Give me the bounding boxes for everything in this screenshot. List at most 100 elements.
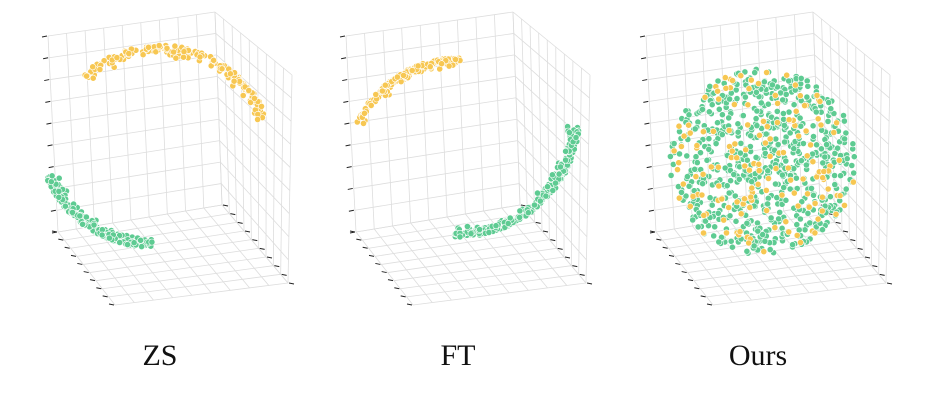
- scatter-point: [714, 119, 721, 127]
- chart-panel-zs: ZS: [10, 0, 310, 400]
- scatter-point: [731, 101, 738, 108]
- scatter-point: [394, 73, 401, 81]
- scatter-point: [196, 53, 204, 61]
- scatter-point: [548, 171, 556, 179]
- scatter-point: [768, 81, 776, 89]
- scatter-point: [711, 223, 719, 231]
- scatter-point: [125, 50, 133, 57]
- scatter-point: [531, 201, 538, 209]
- scatter-point: [689, 216, 697, 224]
- scatter-point: [698, 191, 706, 199]
- scatter-point: [809, 158, 817, 166]
- scatter-point: [675, 159, 683, 167]
- chart-plot-zs: [41, 11, 295, 306]
- scatter-point: [47, 178, 55, 186]
- scatter-point: [840, 117, 848, 125]
- scatter-point: [152, 48, 160, 56]
- scatter-point: [708, 201, 716, 209]
- scatter-point: [736, 149, 744, 157]
- scatter-point: [504, 220, 512, 227]
- scatter-point: [779, 110, 787, 117]
- scatter-point: [723, 229, 730, 237]
- scatter-point: [148, 238, 156, 246]
- scatter-point: [793, 231, 801, 239]
- scatter-point: [678, 188, 685, 196]
- scatter-point: [751, 69, 759, 76]
- scatter-point: [807, 141, 814, 149]
- scatter-point: [700, 211, 708, 219]
- scatter-point: [835, 156, 843, 164]
- scatter-point: [438, 60, 445, 68]
- scatter-series-1: [451, 123, 582, 241]
- scatter-point: [843, 155, 851, 163]
- scatter-point: [809, 122, 817, 130]
- scatter-point: [718, 131, 726, 138]
- scatter-point: [699, 106, 706, 113]
- scatter-point: [750, 242, 758, 250]
- scatter-point: [155, 42, 163, 49]
- scatter-point: [819, 174, 827, 182]
- scatter-point: [745, 166, 753, 174]
- chart-panel-ours: Ours: [608, 0, 908, 400]
- scatter-point: [818, 207, 826, 215]
- scatter-point: [764, 200, 771, 208]
- scatter-point: [667, 171, 675, 179]
- scatter-point: [710, 232, 718, 240]
- scatter-point: [426, 63, 434, 71]
- scatter-point: [536, 197, 544, 205]
- scatter-point: [825, 99, 833, 106]
- scatter-point: [755, 167, 763, 174]
- scatter-point: [763, 69, 770, 76]
- scatter-point: [848, 162, 856, 169]
- scatter-point: [555, 170, 563, 178]
- scatter-point: [741, 93, 749, 101]
- scatter-point: [100, 57, 108, 65]
- scatter-point: [544, 183, 551, 191]
- scatter-point: [731, 140, 739, 148]
- scatter-point: [130, 239, 138, 247]
- scatter-point: [98, 231, 106, 239]
- scatter-point: [818, 193, 826, 201]
- scatter-point: [720, 216, 728, 224]
- scatter-point: [790, 101, 798, 109]
- scatter-point: [811, 199, 819, 207]
- scatter-point: [781, 138, 788, 146]
- scatter-point: [106, 234, 113, 242]
- scatter-point: [741, 162, 749, 170]
- scatter-point: [703, 156, 711, 164]
- scatter-point: [755, 80, 762, 87]
- scatter-point: [723, 182, 731, 190]
- scatter-point: [163, 44, 171, 52]
- scatter-point: [79, 220, 86, 228]
- scatter-point: [524, 209, 532, 217]
- scatter-point: [714, 77, 722, 85]
- scatter-point: [730, 171, 738, 178]
- scatter-series-0: [81, 42, 268, 123]
- scatter-point: [804, 82, 812, 90]
- scatter-point: [685, 182, 693, 190]
- scatter-point: [699, 170, 707, 178]
- scatter-point: [113, 54, 121, 61]
- scatter-point: [678, 143, 685, 150]
- scatter-point: [367, 102, 375, 109]
- scatter-point: [689, 192, 697, 200]
- scatter-point: [707, 163, 715, 171]
- scatter-point: [786, 129, 794, 137]
- scatter-point: [830, 129, 838, 136]
- scatter-point: [699, 180, 706, 188]
- scatter-point: [230, 77, 238, 85]
- scatter-point: [226, 70, 234, 78]
- scatter-point: [819, 159, 827, 167]
- scatter-point: [737, 139, 745, 147]
- scatter-point: [840, 112, 847, 119]
- scatter-point: [849, 140, 857, 148]
- scatter-point: [804, 190, 811, 198]
- scatter-point: [726, 212, 734, 220]
- scatter-point: [718, 195, 726, 203]
- scatter-point: [445, 62, 453, 70]
- scatter-point: [712, 140, 720, 147]
- scatter-point: [670, 147, 678, 155]
- scatter-point: [708, 101, 716, 109]
- scatter-point: [830, 110, 838, 117]
- scatter-point: [83, 72, 90, 80]
